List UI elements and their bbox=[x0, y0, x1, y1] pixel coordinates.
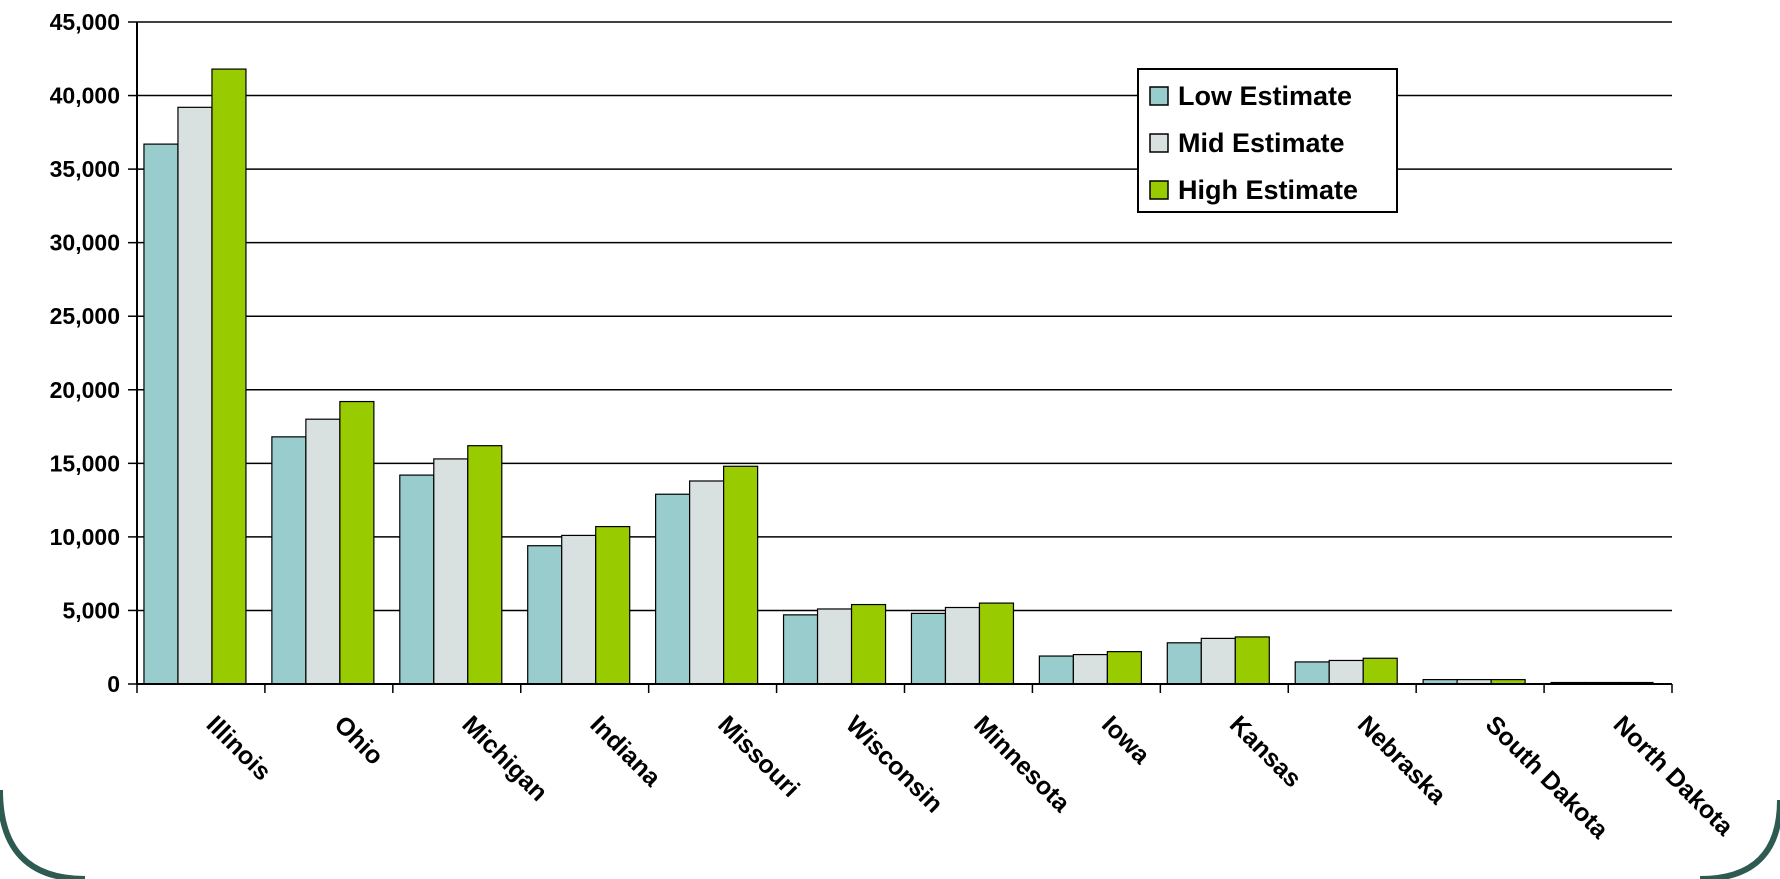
bar-michigan-mid-estimate bbox=[433, 458, 469, 685]
bar-minnesota-mid-estimate bbox=[944, 606, 981, 685]
legend: Low Estimate Mid Estimate High Estimate bbox=[1137, 68, 1398, 213]
bar-ohio-mid-estimate bbox=[305, 418, 341, 685]
x-category-label: Indiana bbox=[584, 710, 666, 792]
y-tick-label: 5,000 bbox=[62, 597, 120, 623]
slide-decoration bbox=[0, 789, 1780, 879]
gridlines bbox=[137, 21, 1672, 612]
bar-kansas-high-estimate bbox=[1234, 636, 1270, 685]
x-category-label: Michigan bbox=[457, 710, 553, 806]
legend-label: Low Estimate bbox=[1178, 81, 1352, 111]
legend-label: High Estimate bbox=[1178, 175, 1358, 205]
bar-iowa-mid-estimate bbox=[1072, 653, 1108, 685]
legend-label: Mid Estimate bbox=[1178, 128, 1345, 158]
y-tick-label: 20,000 bbox=[50, 377, 120, 403]
x-category-label: North Dakota bbox=[1608, 710, 1740, 842]
y-tick-labels: 0 5,000 10,000 15,000 20,000 25,000 30,000 35,0… bbox=[50, 9, 120, 697]
x-category-label: Ohio bbox=[329, 710, 389, 770]
y-tick-label: 30,000 bbox=[50, 230, 120, 256]
bar-missouri-mid-estimate bbox=[689, 480, 725, 685]
bar-missouri-high-estimate bbox=[723, 465, 759, 685]
bar-wisconsin-mid-estimate bbox=[816, 608, 853, 685]
x-category-label: South Dakota bbox=[1480, 710, 1615, 845]
x-category-label: Missouri bbox=[712, 710, 804, 802]
x-category-labels: Illinois Ohio Michigan Indiana Missouri Wisco… bbox=[201, 710, 1740, 845]
bar-kansas-mid-estimate bbox=[1200, 637, 1236, 685]
frame-arc-left bbox=[0, 789, 86, 879]
y-tick-label: 25,000 bbox=[50, 303, 120, 329]
legend-swatch-mid-estimate bbox=[1149, 133, 1169, 153]
bar-minnesota-high-estimate bbox=[978, 602, 1015, 685]
bar-nebraska-mid-estimate bbox=[1328, 659, 1364, 685]
legend-box bbox=[1137, 68, 1398, 213]
bar-indiana-low-estimate bbox=[527, 545, 563, 685]
y-tick-label: 15,000 bbox=[50, 450, 120, 476]
bar-indiana-high-estimate bbox=[595, 525, 631, 685]
bar-nebraska-low-estimate bbox=[1294, 661, 1330, 685]
bars bbox=[143, 68, 1654, 685]
bar-indiana-mid-estimate bbox=[561, 534, 597, 685]
x-category-label: Illinois bbox=[201, 710, 277, 786]
x-category-label: Nebraska bbox=[1352, 710, 1452, 810]
x-category-label: Kansas bbox=[1224, 710, 1307, 793]
bar-kansas-low-estimate bbox=[1166, 642, 1202, 685]
bar-michigan-high-estimate bbox=[467, 445, 503, 685]
bar-illinois-high-estimate bbox=[211, 68, 247, 685]
bar-michigan-low-estimate bbox=[399, 474, 435, 685]
bar-illinois-mid-estimate bbox=[177, 106, 213, 685]
bar-iowa-low-estimate bbox=[1038, 655, 1074, 685]
y-tick-label: 10,000 bbox=[50, 524, 120, 550]
bar-iowa-high-estimate bbox=[1106, 651, 1142, 685]
bar-wisconsin-low-estimate bbox=[782, 614, 819, 685]
bar-missouri-low-estimate bbox=[655, 493, 691, 685]
bar-illinois-low-estimate bbox=[143, 143, 179, 685]
axes bbox=[128, 21, 1673, 693]
x-category-label: Wisconsin bbox=[840, 710, 948, 818]
frame-arc-right bbox=[1699, 799, 1780, 879]
bar-ohio-high-estimate bbox=[339, 400, 375, 685]
legend-swatch-low-estimate bbox=[1149, 86, 1169, 106]
y-tick-label: 45,000 bbox=[50, 9, 120, 35]
legend-swatch-high-estimate bbox=[1149, 180, 1169, 200]
y-tick-label: 40,000 bbox=[50, 83, 120, 109]
bar-wisconsin-high-estimate bbox=[850, 603, 887, 685]
x-category-label: Iowa bbox=[1096, 710, 1156, 770]
bar-nebraska-high-estimate bbox=[1362, 657, 1398, 685]
bar-ohio-low-estimate bbox=[271, 436, 307, 685]
y-tick-label: 35,000 bbox=[50, 156, 120, 182]
x-category-label: Minnesota bbox=[968, 710, 1076, 818]
y-tick-label: 0 bbox=[107, 671, 120, 697]
bar-minnesota-low-estimate bbox=[910, 612, 947, 685]
